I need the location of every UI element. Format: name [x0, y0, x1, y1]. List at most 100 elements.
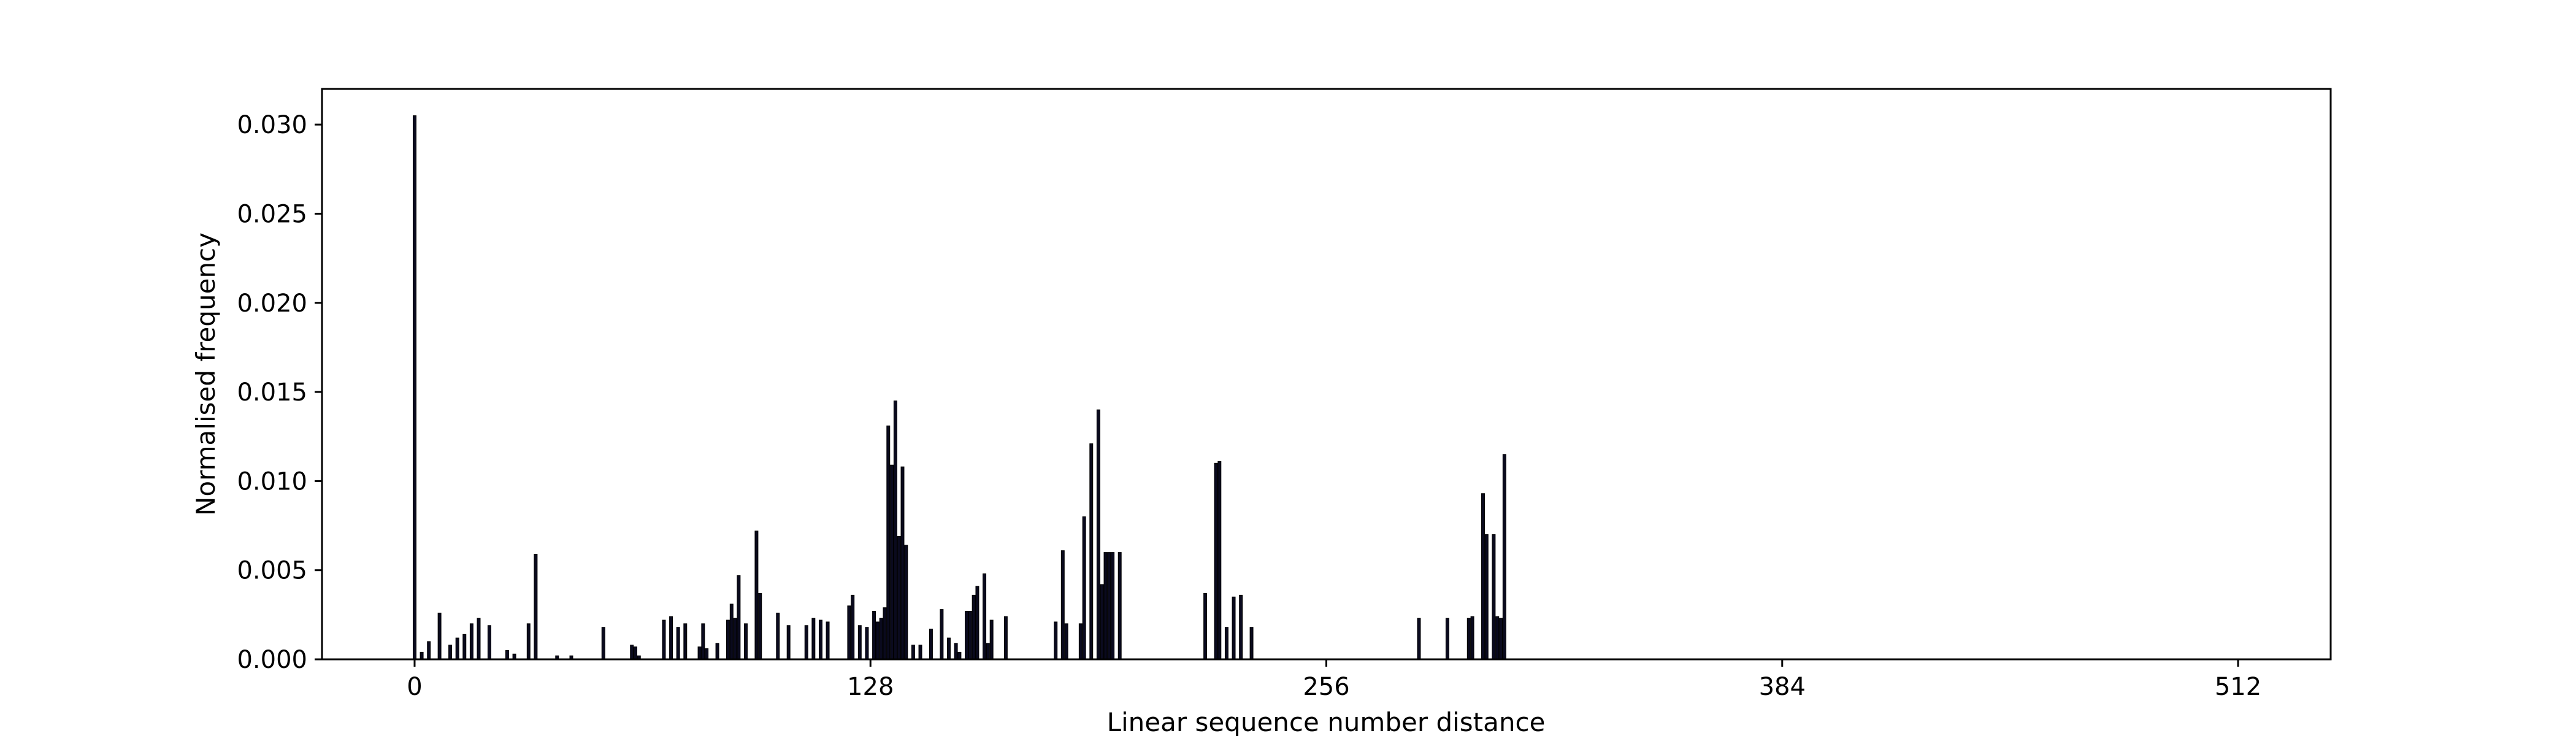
bar — [1495, 616, 1500, 660]
bar — [975, 586, 979, 660]
bar — [1054, 621, 1058, 660]
bar — [857, 625, 862, 660]
bar — [918, 645, 922, 660]
bar — [900, 466, 905, 660]
bar — [1082, 516, 1086, 660]
bar — [1239, 594, 1243, 660]
bar — [1214, 462, 1218, 660]
bar — [1445, 618, 1449, 660]
bar — [1107, 552, 1111, 660]
bar — [776, 612, 780, 660]
bar — [897, 535, 901, 660]
bar — [1003, 616, 1008, 660]
bar — [1203, 592, 1208, 660]
bar — [427, 641, 431, 660]
bar — [505, 650, 509, 660]
y-tick-label: 0.030 — [237, 111, 307, 139]
bar — [1470, 616, 1474, 660]
bar — [883, 607, 887, 660]
bar — [1217, 461, 1222, 660]
bar — [715, 643, 719, 660]
bar — [683, 623, 688, 660]
bar — [669, 616, 673, 660]
x-tick-label: 256 — [1303, 673, 1349, 701]
bar — [893, 401, 897, 660]
y-tick-label: 0.020 — [237, 289, 307, 318]
x-tick-label: 128 — [847, 673, 894, 701]
x-axis: 0 128 256 384 512 — [407, 659, 2261, 701]
bar — [929, 629, 933, 660]
bar — [1484, 534, 1489, 660]
bar — [957, 651, 962, 660]
bar — [947, 637, 951, 660]
bar — [1111, 552, 1115, 660]
bar — [1060, 550, 1065, 660]
bar — [811, 618, 816, 660]
bar — [534, 554, 538, 660]
bar — [1249, 627, 1254, 660]
bar — [726, 619, 730, 660]
bar — [477, 618, 481, 660]
bar — [872, 611, 876, 660]
bar — [904, 545, 908, 660]
bar — [1481, 493, 1485, 660]
bar — [1492, 534, 1496, 660]
x-tick-label: 512 — [2215, 673, 2261, 701]
bar — [676, 627, 680, 660]
y-tick-label: 0.015 — [237, 378, 307, 407]
bar — [758, 592, 762, 660]
bar — [865, 627, 869, 660]
bar — [875, 621, 880, 660]
bar — [940, 609, 944, 660]
bar — [1100, 584, 1104, 660]
bar — [448, 645, 453, 660]
bar — [1078, 623, 1083, 660]
bar — [786, 625, 791, 660]
bar — [662, 619, 666, 660]
bar — [890, 464, 894, 660]
bar — [847, 605, 851, 660]
bar — [601, 627, 605, 660]
bar — [1466, 618, 1471, 660]
bar — [744, 623, 748, 660]
bar — [972, 594, 976, 660]
bar — [487, 625, 491, 660]
bar — [437, 612, 442, 660]
bar — [420, 651, 424, 660]
bar — [462, 634, 467, 660]
x-tick-label: 0 — [407, 673, 422, 701]
bar — [469, 623, 473, 660]
bar — [1103, 552, 1108, 660]
bar — [737, 575, 741, 660]
bar — [634, 646, 637, 660]
bar — [701, 623, 705, 660]
bar — [526, 623, 531, 660]
plot-area — [322, 89, 2331, 659]
y-tick-label: 0.005 — [237, 557, 307, 585]
bar — [851, 594, 855, 660]
bar — [911, 645, 915, 660]
bar — [826, 621, 830, 660]
bar — [754, 531, 759, 660]
bar — [630, 645, 634, 660]
bar — [879, 618, 883, 660]
bars-group — [413, 115, 1506, 660]
bar — [954, 643, 958, 660]
bar — [455, 637, 459, 660]
bar — [1224, 627, 1229, 660]
y-axis: 0.000 0.005 0.010 0.015 0.020 0.025 0.030 — [237, 111, 322, 674]
bar — [705, 648, 709, 660]
bar — [697, 646, 702, 660]
bar — [818, 619, 822, 660]
bar — [986, 643, 990, 660]
y-tick-label: 0.000 — [237, 646, 307, 674]
bar — [989, 619, 994, 660]
bar — [968, 611, 972, 660]
bar — [1117, 552, 1122, 660]
bar — [804, 625, 808, 660]
bar — [1064, 623, 1068, 660]
y-tick-label: 0.025 — [237, 200, 307, 228]
bar — [1096, 409, 1100, 660]
x-tick-label: 384 — [1759, 673, 1806, 701]
